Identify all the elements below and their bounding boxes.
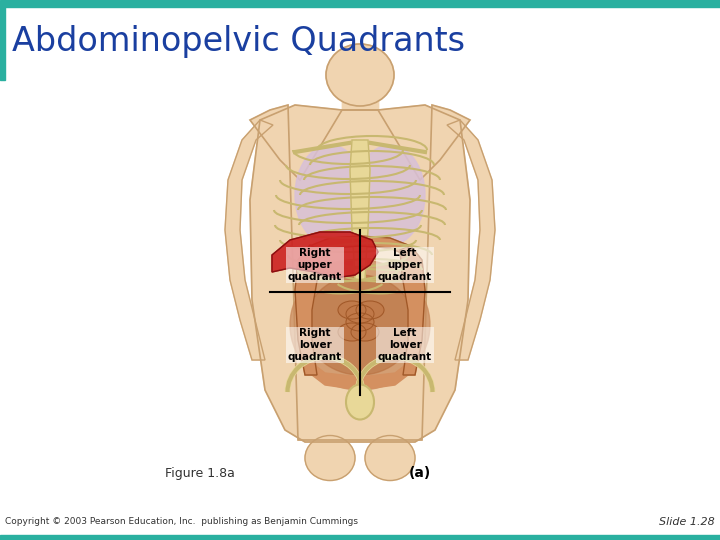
Bar bbox=[0, 535, 720, 540]
Text: Slide 1.28: Slide 1.28 bbox=[660, 517, 715, 527]
Ellipse shape bbox=[346, 384, 374, 420]
Bar bbox=[342, 80, 378, 110]
Polygon shape bbox=[250, 105, 470, 442]
Polygon shape bbox=[295, 245, 320, 375]
Polygon shape bbox=[312, 236, 408, 256]
Text: Figure 1.8a: Figure 1.8a bbox=[165, 467, 235, 480]
Bar bbox=[0, 7, 5, 80]
Text: Abdominopelvic Quadrants: Abdominopelvic Quadrants bbox=[12, 25, 465, 58]
Ellipse shape bbox=[356, 301, 384, 319]
Text: Copyright © 2003 Pearson Education, Inc.  publishing as Benjamin Cummings: Copyright © 2003 Pearson Education, Inc.… bbox=[5, 517, 358, 526]
Ellipse shape bbox=[295, 145, 365, 245]
Ellipse shape bbox=[346, 313, 374, 331]
Polygon shape bbox=[272, 232, 378, 278]
Ellipse shape bbox=[365, 435, 415, 481]
Ellipse shape bbox=[305, 275, 415, 375]
Polygon shape bbox=[225, 120, 273, 360]
Text: Right
lower
quadrant: Right lower quadrant bbox=[288, 328, 342, 362]
Ellipse shape bbox=[351, 323, 379, 341]
Polygon shape bbox=[342, 80, 378, 110]
Ellipse shape bbox=[355, 145, 425, 245]
Ellipse shape bbox=[338, 301, 366, 319]
Polygon shape bbox=[350, 140, 370, 280]
Bar bbox=[0, 0, 720, 7]
Polygon shape bbox=[312, 363, 408, 390]
Ellipse shape bbox=[338, 323, 366, 341]
Polygon shape bbox=[400, 245, 425, 375]
Polygon shape bbox=[447, 120, 495, 360]
Polygon shape bbox=[250, 105, 470, 440]
Text: (a): (a) bbox=[409, 466, 431, 480]
Ellipse shape bbox=[305, 435, 355, 481]
Ellipse shape bbox=[290, 260, 430, 390]
Text: Left
upper
quadrant: Left upper quadrant bbox=[378, 248, 432, 281]
Ellipse shape bbox=[326, 44, 394, 106]
Ellipse shape bbox=[346, 305, 374, 323]
Text: Right
upper
quadrant: Right upper quadrant bbox=[288, 248, 342, 281]
Text: Left
lower
quadrant: Left lower quadrant bbox=[378, 328, 432, 362]
